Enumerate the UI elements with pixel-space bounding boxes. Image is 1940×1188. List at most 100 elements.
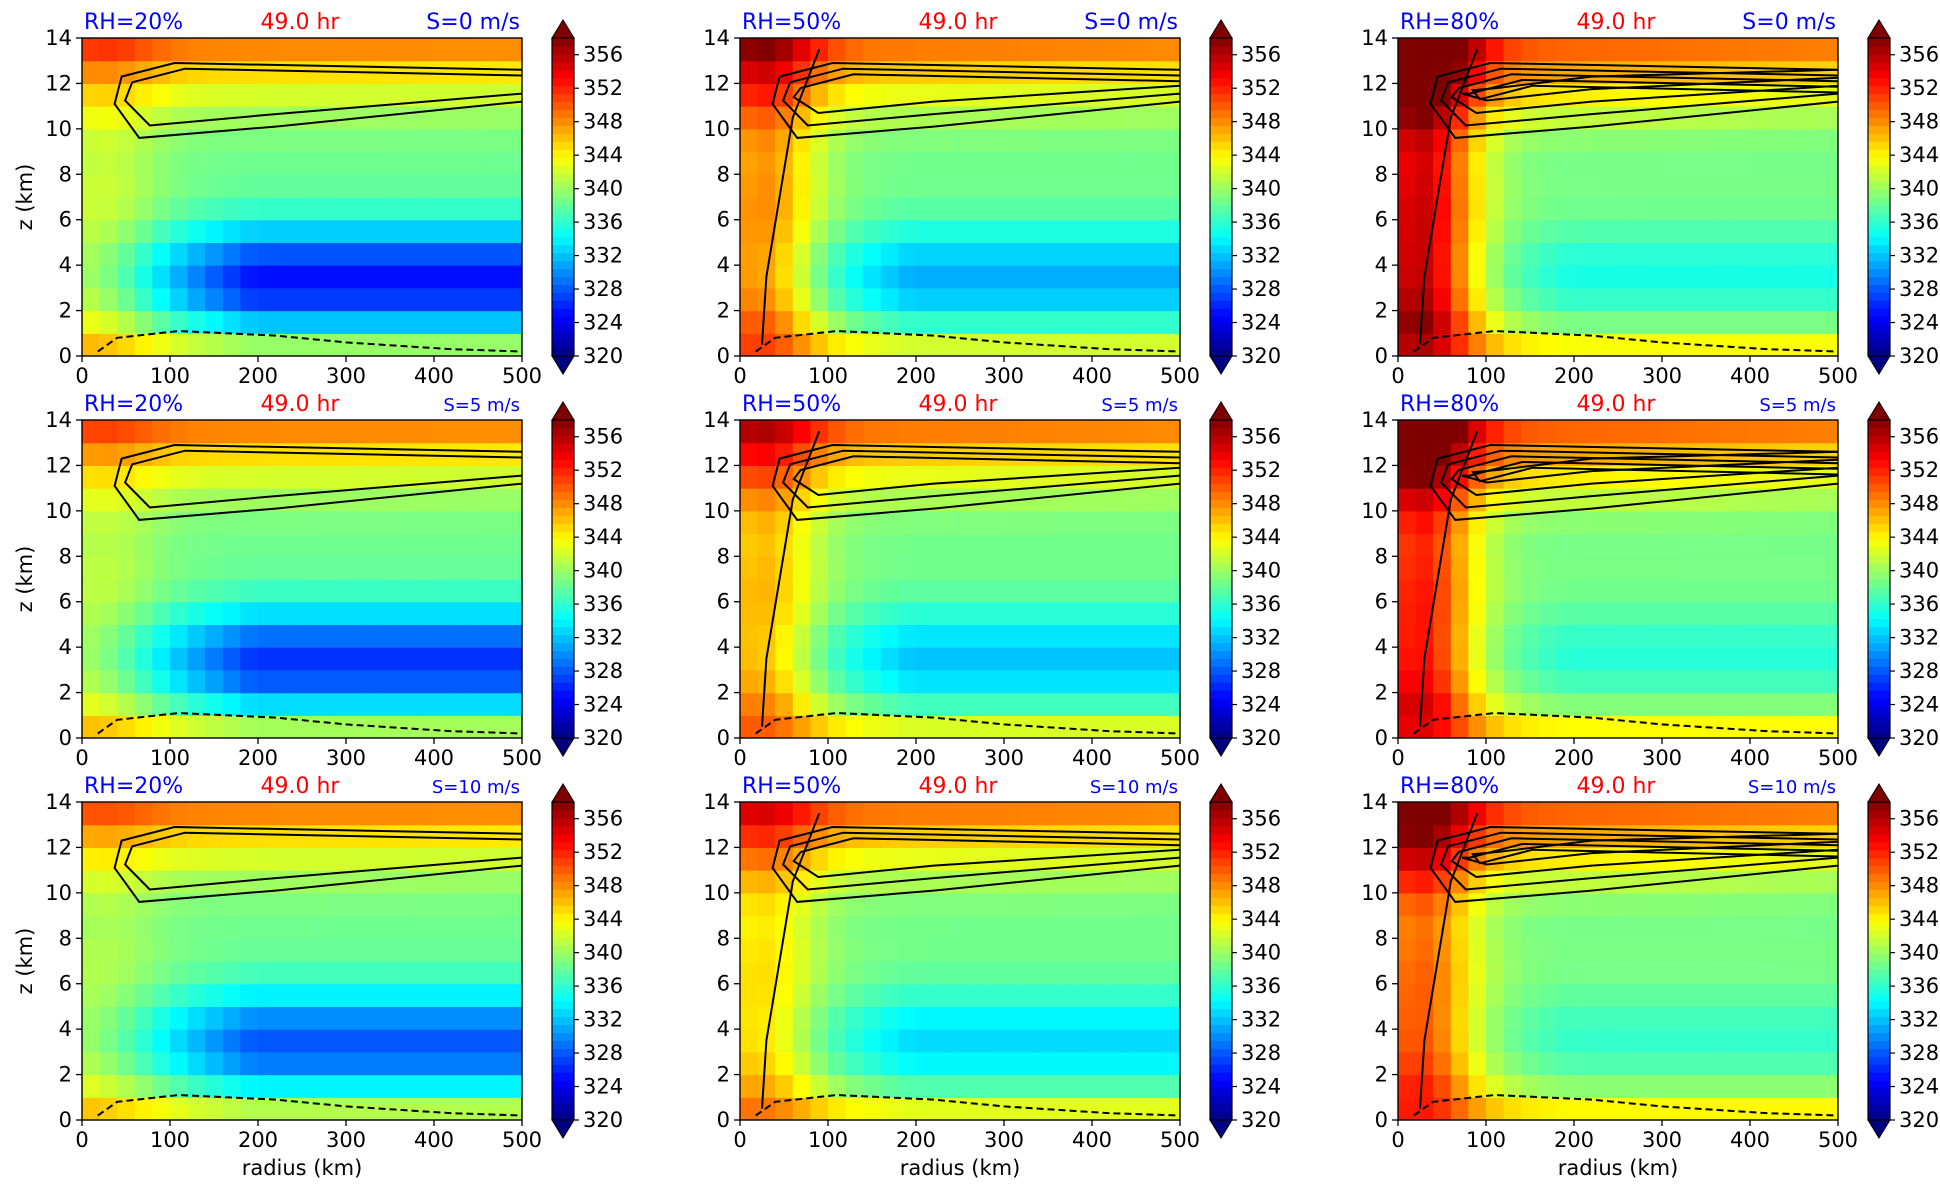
heatmap-cell (1092, 1029, 1111, 1053)
heatmap-cell (775, 961, 794, 985)
heatmap-cell (1574, 219, 1593, 243)
colorbar-segment (552, 157, 574, 166)
heatmap-cell (310, 533, 329, 557)
heatmap-cell (504, 60, 522, 84)
colorbar-extend-top (1209, 19, 1233, 39)
heatmap-cell (740, 915, 759, 939)
heatmap-cell (117, 1051, 136, 1076)
heatmap-cell (486, 824, 505, 848)
heatmap-cell (486, 892, 505, 917)
heatmap-cell (740, 983, 759, 1007)
heatmap-cell (152, 420, 171, 444)
colorbar-segment (552, 491, 574, 500)
heatmap-cell (82, 870, 101, 894)
axes-frame (739, 419, 1181, 739)
heatmap-cell (1468, 128, 1487, 153)
heatmap-cell (1468, 151, 1487, 175)
heatmap-cell (434, 983, 453, 1007)
colorbar-segment (1868, 515, 1890, 524)
colorbar-tick-label: 356 (1241, 807, 1281, 831)
heatmap-cell (346, 715, 365, 738)
heatmap-cell (898, 579, 917, 603)
heatmap-cell (1609, 242, 1628, 266)
heatmap-cell (1004, 465, 1023, 489)
heatmap-cell (416, 151, 435, 175)
heatmap-cell (1398, 961, 1417, 985)
heatmap-cell (1574, 1006, 1593, 1030)
solid-contour (1461, 458, 1838, 484)
heatmap-cell (1767, 465, 1786, 489)
heatmap-cell (99, 847, 118, 871)
heatmap-cell (1767, 601, 1786, 625)
heatmap-cell (1591, 556, 1610, 580)
heatmap-cell (1609, 38, 1628, 62)
colorbar-segment (552, 300, 574, 309)
heatmap-cell (916, 60, 935, 84)
colorbar-segment (552, 244, 574, 254)
colorbar-tick-label: 328 (583, 277, 623, 301)
heatmap-cell (1574, 938, 1593, 962)
heatmap-cell (1056, 870, 1075, 894)
heatmap-cell (1144, 60, 1163, 84)
heatmap-cell (863, 961, 882, 985)
heatmap-cell (293, 892, 312, 917)
heatmap-cell (863, 915, 882, 939)
heatmap-cell (275, 824, 294, 848)
heatmap-cell (1644, 420, 1663, 444)
heatmap-cell (898, 83, 917, 107)
heatmap-cell (1074, 824, 1093, 848)
heatmap-cell (1109, 219, 1128, 243)
heatmap-cell (469, 892, 488, 917)
heatmap-cell (275, 128, 294, 153)
y-tick-label: 0 (59, 344, 72, 368)
axes-frame (1397, 419, 1839, 739)
heatmap-cell (757, 151, 776, 175)
heatmap-cell (1732, 692, 1751, 716)
heatmap-cell (310, 1006, 329, 1030)
heatmap-cell (1503, 174, 1522, 198)
heatmap-cell (1679, 242, 1698, 266)
heatmap-cell (328, 219, 347, 243)
x-tick-label: 0 (75, 364, 88, 388)
heatmap-cell (451, 533, 470, 557)
heatmap-cell (293, 601, 312, 625)
colorbar-segment (1210, 984, 1232, 994)
heatmap-cell (1162, 38, 1180, 62)
shear-label: S=10 m/s (1090, 777, 1178, 798)
colorbar-segment (552, 499, 574, 508)
heatmap-cell (451, 915, 470, 939)
heatmap-cell (1521, 601, 1540, 625)
heatmap-cell (1556, 1074, 1575, 1098)
heatmap-cell (152, 219, 171, 243)
heatmap-cell (205, 802, 224, 826)
colorbar-segment (1868, 897, 1890, 906)
colorbar-segment (1868, 483, 1890, 493)
heatmap-cell (258, 60, 277, 84)
heatmap-cell (1662, 38, 1681, 62)
heatmap-cell (1433, 669, 1452, 694)
heatmap-cell (187, 488, 206, 512)
heatmap-cell (1039, 892, 1058, 917)
heatmap-cell (504, 669, 522, 694)
heatmap-cell (740, 1006, 759, 1030)
heatmap-cell (1092, 1097, 1111, 1120)
heatmap-cell (1039, 692, 1058, 716)
heatmap-cell (1802, 1051, 1821, 1076)
heatmap-cell (1021, 892, 1040, 917)
heatmap-cell (792, 151, 811, 175)
solid-contour (792, 73, 1180, 115)
heatmap-cell (1056, 1006, 1075, 1030)
colorbar-segment (1868, 1080, 1890, 1089)
heatmap-cell (152, 1006, 171, 1030)
colorbar-tick-label: 348 (1899, 110, 1939, 134)
heatmap-cell (1056, 692, 1075, 716)
heatmap-cell (951, 174, 970, 198)
heatmap-cell (434, 83, 453, 107)
x-tick-label: 500 (502, 746, 542, 770)
heatmap-cell (275, 197, 294, 221)
heatmap-cell (1433, 197, 1452, 221)
heatmap-cell (1433, 579, 1452, 603)
colorbar-tick-label: 340 (1241, 941, 1281, 965)
heatmap-cell (486, 870, 505, 894)
